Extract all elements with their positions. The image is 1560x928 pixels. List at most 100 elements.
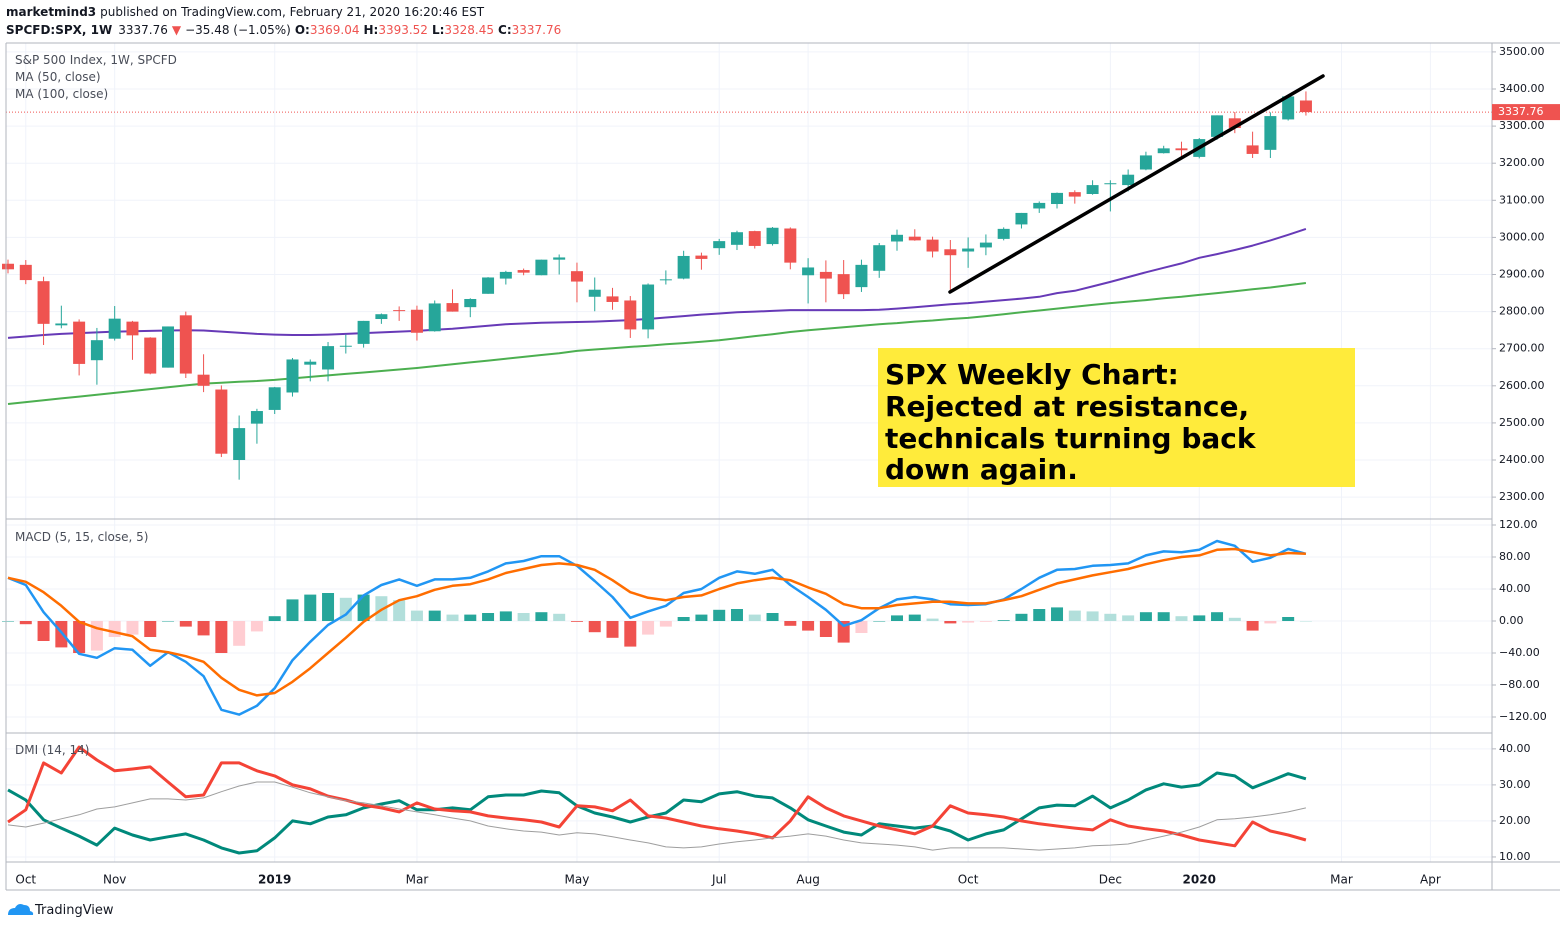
histogram-bar [37,621,50,641]
histogram-bar [268,616,281,621]
candle-body [819,271,832,279]
y-tick-label: 40.00 [1499,742,1531,755]
histogram-bar [179,621,192,627]
histogram-bar [357,594,370,621]
candle-body [126,321,139,336]
histogram-bar [126,621,139,635]
histogram-bar [730,609,743,621]
candle-body [979,242,992,248]
symbol: SPCFD:SPX, 1W [6,23,112,37]
histogram-bar [197,621,210,636]
trend-line [948,74,1325,294]
histogram-bar [677,617,690,621]
histogram-bar [1051,607,1064,621]
candle-body [713,241,726,249]
histogram-bar [410,610,423,621]
candle-body [73,321,86,364]
legend-entry: MA (100, close) [15,87,108,101]
candle-body [339,345,352,347]
histogram-bar [2,621,14,622]
histogram-bar [233,621,246,646]
candle-body [55,323,68,326]
y-tick-label: 2900.00 [1499,268,1545,281]
candle-body [659,279,672,281]
y-tick-label: 2500.00 [1499,416,1545,429]
y-tick-label: 2300.00 [1499,490,1545,503]
y-tick-label: 2700.00 [1499,342,1545,355]
histogram-bar [784,621,797,626]
ohlc-label: H: [363,23,378,37]
x-tick-label: Mar [1330,873,1353,887]
ohlc-label: L: [432,23,444,37]
change: −35.48 (−1.05%) [185,23,291,37]
histogram-bar [1068,610,1081,621]
ohlc-value: 3328.45 [444,23,494,37]
y-tick-label: 2400.00 [1499,453,1545,466]
histogram-bar [606,621,619,638]
y-tick-label: 30.00 [1499,778,1531,791]
histogram-bar [1299,621,1312,622]
histogram-bar [553,613,566,621]
candle-body [215,389,228,454]
mark-layer [2,91,1312,855]
candle-body [606,296,619,302]
candle-body [428,303,441,332]
y-tick-label: 10.00 [1499,850,1531,863]
candle-body [179,315,192,374]
annotation-line: SPX Weekly Chart: [885,358,1179,391]
last-price-label: 3337.76 [1498,105,1544,118]
candle-body [19,264,32,281]
annotation-box [878,348,1355,487]
legend-entry: MA (50, close) [15,70,101,84]
last-price-tag [1492,104,1560,121]
histogram-bar [1193,615,1206,621]
candle-body [162,326,175,368]
y-tick-label: 2800.00 [1499,305,1545,318]
histogram-bar [908,614,921,621]
histogram-bar [944,621,957,624]
histogram-bar [1175,616,1188,621]
histogram-bar [1104,613,1117,621]
candle-body [535,259,548,276]
ohlc-value: 3393.52 [378,23,428,37]
candle-body [1264,116,1277,150]
histogram-bar [891,615,903,621]
x-tick-label: Oct [15,873,36,887]
panel-title: DMI (14, 14) [15,743,89,757]
candle-body [802,267,815,276]
y-tick-label: 80.00 [1499,550,1531,563]
histogram-bar [962,621,975,623]
x-tick-label: May [565,873,590,887]
histogram-bar [873,621,886,622]
histogram-bar [464,614,477,621]
candle-body [375,314,388,320]
macd-line [7,547,1306,697]
y-tick-label: 2600.00 [1499,379,1545,392]
candle-body [393,310,406,312]
candle-body [286,359,299,393]
x-tick-label: Nov [103,873,126,887]
candle-body [357,320,370,344]
moving-average-line [7,282,1307,405]
y-tick-label: 3300.00 [1499,119,1545,132]
candle-body [677,255,690,279]
histogram-bar [1246,621,1259,631]
histogram-bar [695,614,708,621]
candle-body [197,374,210,386]
candle-body [997,228,1010,239]
candle-body [1157,148,1170,154]
x-tick-label: Dec [1099,873,1122,887]
annotation-line: Rejected at resistance, [885,390,1249,423]
histogram-bar [517,613,530,621]
x-tick-label: Mar [406,873,429,887]
candle-body [1175,148,1188,151]
histogram-bar [108,621,121,637]
histogram-bar [926,618,939,621]
ohlc-label: C: [498,23,512,37]
candle-body [2,263,14,270]
histogram-bar [428,610,441,621]
histogram-bar [713,609,726,621]
quote-line: SPCFD:SPX, 1W 3337.76 ▼ −35.48 (−1.05%) O:33… [6,23,561,37]
candle-body [855,264,868,288]
